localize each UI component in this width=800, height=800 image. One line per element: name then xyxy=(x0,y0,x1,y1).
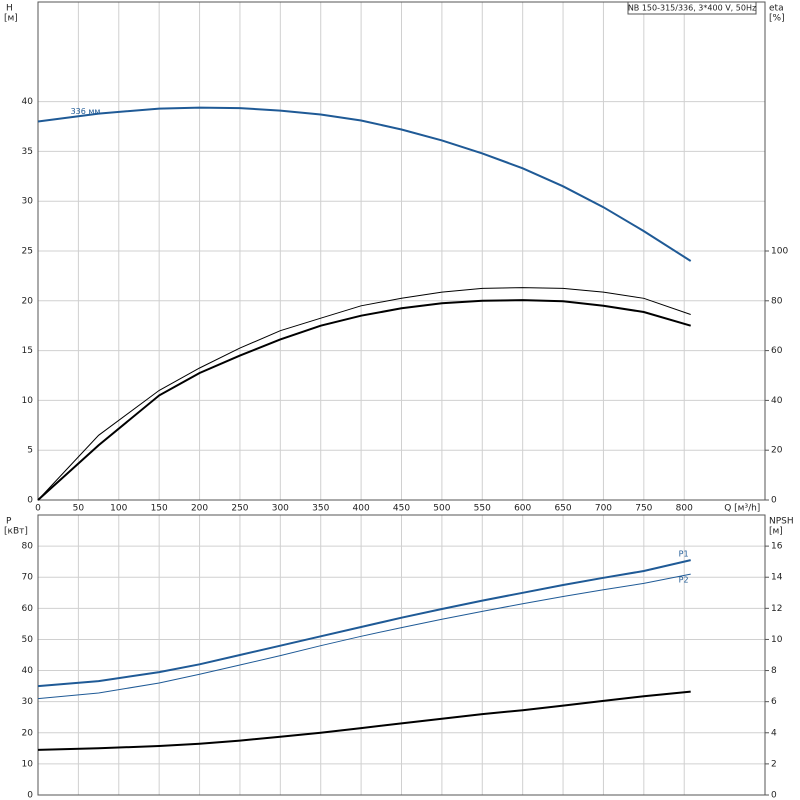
y2-tick-label: 10 xyxy=(771,635,783,645)
y-tick-label: 30 xyxy=(22,697,34,707)
series-line xyxy=(37,106,692,262)
y2-tick-label: 12 xyxy=(771,604,782,614)
x-tick-label: 400 xyxy=(353,504,370,514)
y-tick-label: 40 xyxy=(22,666,34,676)
y-tick-label: 15 xyxy=(22,346,33,356)
x-axis-label: Q [м³/h] xyxy=(724,504,760,514)
x-tick-label: 650 xyxy=(554,504,571,514)
y2-tick-label: 60 xyxy=(771,346,783,356)
x-tick-label: 750 xyxy=(635,504,652,514)
y2-tick-label: 80 xyxy=(771,296,783,306)
y2-tick-label: 14 xyxy=(771,573,783,583)
series-label: P2 xyxy=(679,576,689,585)
x-tick-label: 350 xyxy=(312,504,329,514)
y2-tick-label: 40 xyxy=(771,396,783,406)
x-tick-label: 100 xyxy=(110,504,127,514)
y2-tick-label: 0 xyxy=(771,496,777,506)
x-tick-label: 150 xyxy=(151,504,168,514)
y2-tick-label: 2 xyxy=(771,759,777,769)
y-tick-label: 70 xyxy=(22,573,34,583)
y2-axis-unit: [%] xyxy=(769,14,785,24)
series-label: P1 xyxy=(679,550,689,559)
x-tick-label: 800 xyxy=(676,504,693,514)
series-line xyxy=(37,287,691,501)
x-tick-label: 500 xyxy=(433,504,450,514)
y2-axis-unit: [м] xyxy=(769,527,783,537)
y-axis-unit: [м] xyxy=(4,14,18,24)
chart-title: NB 150-315/336, 3*400 V, 50Hz xyxy=(628,4,756,13)
y-tick-label: 25 xyxy=(22,247,33,257)
y-tick-label: 60 xyxy=(22,604,34,614)
x-tick-label: 50 xyxy=(73,504,85,514)
y2-tick-label: 4 xyxy=(771,728,777,738)
y-tick-label: 0 xyxy=(27,791,33,800)
y2-tick-label: 8 xyxy=(771,666,777,676)
series-line xyxy=(37,559,691,688)
plot-frame xyxy=(37,514,766,796)
plot-frame xyxy=(37,1,766,501)
x-tick-label: 550 xyxy=(474,504,491,514)
y-tick-label: 50 xyxy=(22,635,34,645)
series-line xyxy=(37,573,691,700)
y2-tick-label: 20 xyxy=(771,446,783,456)
y-axis-label: P xyxy=(6,517,12,527)
y-tick-label: 5 xyxy=(27,446,33,456)
y2-tick-label: 0 xyxy=(771,791,777,800)
x-tick-label: 300 xyxy=(272,504,289,514)
y-tick-label: 20 xyxy=(22,296,34,306)
x-tick-label: 200 xyxy=(191,504,208,514)
series-line xyxy=(37,690,691,751)
x-tick-label: 700 xyxy=(595,504,612,514)
y-tick-label: 40 xyxy=(22,97,34,107)
y2-axis-label: NPSH xyxy=(769,517,794,527)
y2-tick-label: 16 xyxy=(771,542,783,552)
y2-tick-label: 100 xyxy=(771,247,788,257)
y-tick-label: 10 xyxy=(22,396,34,406)
x-tick-label: 450 xyxy=(393,504,410,514)
title-box xyxy=(627,1,757,15)
x-tick-label: 0 xyxy=(35,504,41,514)
y-tick-label: 30 xyxy=(22,197,34,207)
y-tick-label: 10 xyxy=(22,759,34,769)
y-axis-label: H xyxy=(6,4,13,14)
y-tick-label: 20 xyxy=(22,728,34,738)
y-tick-label: 80 xyxy=(22,542,34,552)
y-tick-label: 35 xyxy=(22,147,33,157)
y2-axis-label: eta xyxy=(769,4,784,14)
series-label: 336 мм xyxy=(71,107,101,116)
series-line xyxy=(37,299,691,501)
x-tick-label: 250 xyxy=(231,504,248,514)
x-tick-label: 600 xyxy=(514,504,531,514)
y-tick-label: 0 xyxy=(27,496,33,506)
y-axis-unit: [кВт] xyxy=(4,527,28,537)
y2-tick-label: 6 xyxy=(771,697,777,707)
